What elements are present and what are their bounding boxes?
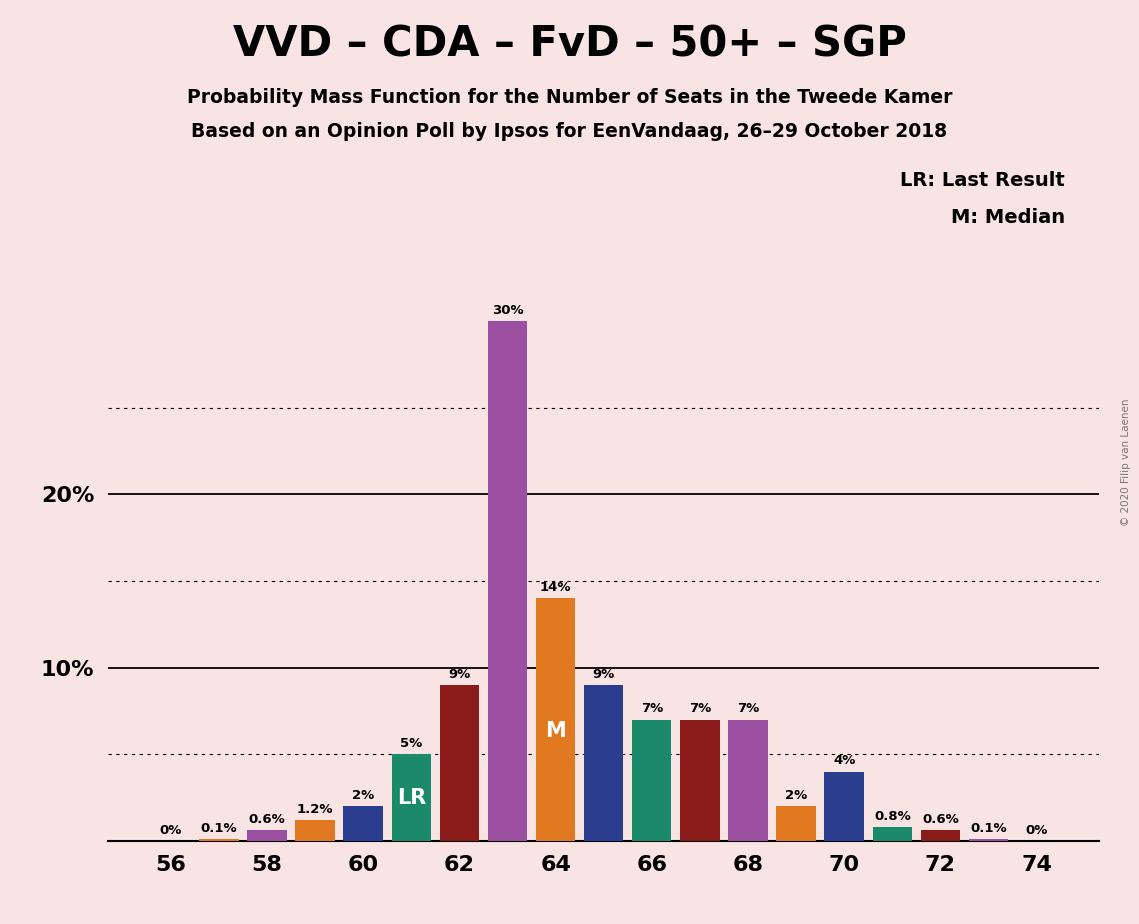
Text: M: Median: M: Median	[951, 208, 1065, 227]
Bar	[199, 839, 238, 841]
Text: 5%: 5%	[400, 736, 423, 750]
Bar	[392, 754, 431, 841]
Text: 0%: 0%	[1025, 823, 1048, 836]
Text: Based on an Opinion Poll by Ipsos for EenVandaag, 26–29 October 2018: Based on an Opinion Poll by Ipsos for Ee…	[191, 122, 948, 141]
Bar	[728, 720, 768, 841]
Text: Probability Mass Function for the Number of Seats in the Tweede Kamer: Probability Mass Function for the Number…	[187, 88, 952, 107]
Text: VVD – CDA – FvD – 50+ – SGP: VVD – CDA – FvD – 50+ – SGP	[232, 23, 907, 65]
Text: 4%: 4%	[833, 754, 855, 767]
Text: © 2020 Filip van Laenen: © 2020 Filip van Laenen	[1121, 398, 1131, 526]
Bar	[344, 806, 383, 841]
Text: 2%: 2%	[352, 789, 375, 802]
Bar	[777, 806, 816, 841]
Bar	[247, 831, 287, 841]
Bar	[632, 720, 672, 841]
Bar	[535, 599, 575, 841]
Text: 9%: 9%	[592, 667, 615, 681]
Text: 0.1%: 0.1%	[200, 821, 237, 834]
Text: 7%: 7%	[689, 702, 711, 715]
Text: 0.8%: 0.8%	[874, 809, 911, 822]
Text: 0.1%: 0.1%	[970, 821, 1007, 834]
Text: 2%: 2%	[785, 789, 808, 802]
Bar	[487, 322, 527, 841]
Bar	[920, 831, 960, 841]
Text: M: M	[546, 721, 566, 741]
Bar	[584, 685, 623, 841]
Text: 1.2%: 1.2%	[297, 803, 334, 816]
Text: 7%: 7%	[737, 702, 759, 715]
Text: 14%: 14%	[540, 581, 572, 594]
Text: 0.6%: 0.6%	[248, 813, 286, 826]
Bar	[680, 720, 720, 841]
Text: 0%: 0%	[159, 823, 182, 836]
Bar	[872, 827, 912, 841]
Text: 9%: 9%	[449, 667, 470, 681]
Bar	[440, 685, 480, 841]
Text: LR: Last Result: LR: Last Result	[900, 171, 1065, 190]
Text: 0.6%: 0.6%	[921, 813, 959, 826]
Text: 7%: 7%	[640, 702, 663, 715]
Bar	[825, 772, 863, 841]
Text: LR: LR	[396, 787, 426, 808]
Bar	[969, 839, 1008, 841]
Bar	[295, 821, 335, 841]
Text: 30%: 30%	[492, 304, 523, 317]
